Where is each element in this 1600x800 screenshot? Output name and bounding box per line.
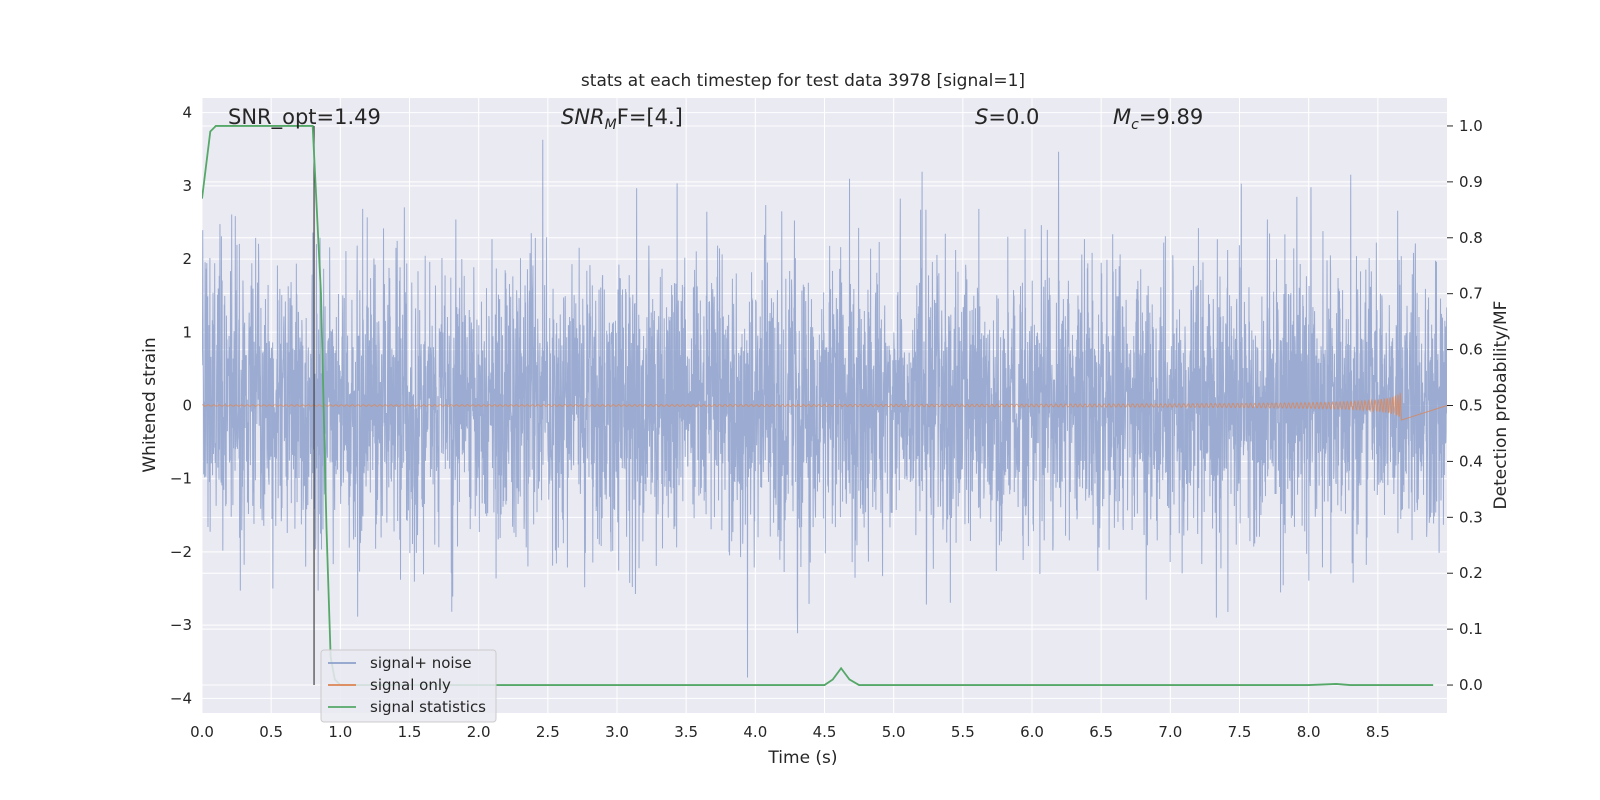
y-right-tick-label: 0.9 xyxy=(1459,173,1483,191)
y-left-tick-label: −4 xyxy=(170,689,192,707)
y-right-tick-label: 1.0 xyxy=(1459,117,1483,135)
x-tick-label: 6.0 xyxy=(1020,723,1044,741)
y-right-tick-label: 0.0 xyxy=(1459,676,1483,694)
y-right-tick-label: 0.6 xyxy=(1459,341,1483,359)
y-right-tick-label: 0.5 xyxy=(1459,397,1483,415)
x-tick-label: 2.5 xyxy=(536,723,560,741)
x-tick-label: 7.5 xyxy=(1228,723,1252,741)
x-tick-label: 3.0 xyxy=(605,723,629,741)
y-left-tick-label: 2 xyxy=(182,250,192,268)
x-tick-label: 5.0 xyxy=(882,723,906,741)
y-left-tick-label: −3 xyxy=(170,616,192,634)
y-right-tick-label: 0.8 xyxy=(1459,229,1483,247)
x-axis-label: Time (s) xyxy=(767,748,837,768)
legend-label-signal-statistics: signal statistics xyxy=(370,698,486,716)
y-right-tick-label: 0.1 xyxy=(1459,620,1483,638)
series-signal-noise-line xyxy=(202,139,1447,678)
y-left-axis-label: Whitened strain xyxy=(140,337,160,472)
x-tick-label: 1.0 xyxy=(328,723,352,741)
annotation-snr-opt: SNR_opt=1.49 xyxy=(228,105,381,130)
series-signal-statistics-line xyxy=(202,125,1434,686)
legend-label-signal-only: signal only xyxy=(370,676,451,694)
y-right-tick-label: 0.3 xyxy=(1459,508,1483,526)
y-right-tick-label: 0.4 xyxy=(1459,452,1483,470)
x-tick-label: 2.0 xyxy=(467,723,491,741)
y-left-tick-label: 4 xyxy=(182,104,192,122)
x-tick-label: 8.0 xyxy=(1297,723,1321,741)
x-tick-label: 4.5 xyxy=(813,723,837,741)
x-tick-label: 8.5 xyxy=(1366,723,1390,741)
legend-label-signal-noise: signal+ noise xyxy=(370,654,472,672)
legend: signal+ noise signal only signal statist… xyxy=(320,649,497,723)
legend-box xyxy=(320,649,497,723)
plot-series xyxy=(202,125,1447,686)
x-tick-label: 3.5 xyxy=(674,723,698,741)
y-right-axis-ticks: 0.0 0.1 0.2 0.3 0.4 0.5 0.6 0.7 0.8 0.9 1.0 xyxy=(1447,117,1483,694)
y-right-axis-label: Detection probability/MF xyxy=(1491,301,1511,510)
y-left-axis-ticks: −4 −3 −2 −1 0 1 2 3 4 xyxy=(170,104,192,708)
y-left-tick-label: 3 xyxy=(182,177,192,195)
x-tick-label: 4.0 xyxy=(743,723,767,741)
x-tick-label: 0.0 xyxy=(190,723,214,741)
y-right-tick-label: 0.7 xyxy=(1459,285,1483,303)
y-left-tick-label: −2 xyxy=(170,543,192,561)
x-tick-label: 0.5 xyxy=(259,723,283,741)
x-tick-label: 1.5 xyxy=(398,723,422,741)
y-left-tick-label: −1 xyxy=(170,470,192,488)
annotation-mc: Mc=9.89 xyxy=(1113,105,1203,133)
x-tick-label: 5.5 xyxy=(951,723,975,741)
annotation-snr-mf: SNRMF=[4.] xyxy=(561,105,683,133)
y-left-tick-label: 1 xyxy=(182,323,192,341)
y-left-tick-label: 0 xyxy=(182,397,192,415)
y-right-tick-label: 0.2 xyxy=(1459,564,1483,582)
x-axis-ticks: 0.0 0.5 1.0 1.5 2.0 2.5 3.0 3.5 4.0 4.5 5.0 5.5 6.0 6… xyxy=(190,723,1390,741)
series-signal-only-line xyxy=(202,392,1447,421)
annotation-s: S=0.0 xyxy=(975,105,1039,129)
chart-title: stats at each timestep for test data 397… xyxy=(581,71,1025,91)
x-tick-label: 7.0 xyxy=(1158,723,1182,741)
x-tick-label: 6.5 xyxy=(1089,723,1113,741)
